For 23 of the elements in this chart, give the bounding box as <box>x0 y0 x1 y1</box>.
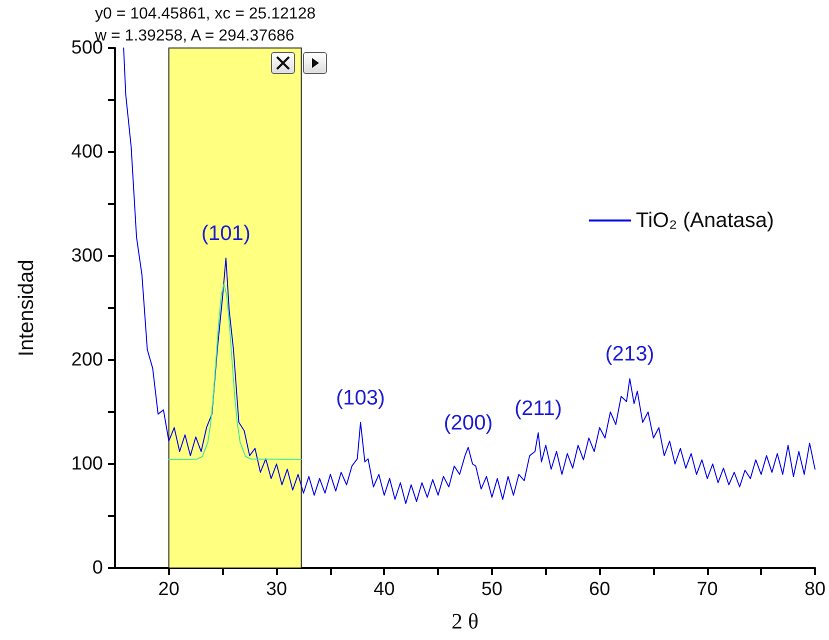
y-tick-label: 0 <box>92 558 103 578</box>
x-tick-label: 30 <box>266 579 288 600</box>
x-axis-title: 2 θ <box>451 608 479 634</box>
legend-label: TiO₂ (Anatasa) <box>636 209 774 232</box>
x-tick-label: 20 <box>158 579 180 600</box>
y-tick-label: 200 <box>71 350 103 370</box>
y-axis-title: Intensidad <box>15 260 38 356</box>
annotation: (213) <box>605 342 654 366</box>
y-tick-label: 100 <box>71 454 103 474</box>
annotation: (200) <box>444 411 493 434</box>
annotation: (101) <box>201 222 250 246</box>
x-tick-label: 50 <box>481 579 502 600</box>
x-tick-label: 40 <box>374 579 395 600</box>
line-series <box>168 283 302 460</box>
x-tick-label: 70 <box>696 579 718 600</box>
y-tick-label: 300 <box>71 246 103 266</box>
annotation: (103) <box>336 386 386 410</box>
line-series <box>123 48 816 504</box>
y-tick-label: 400 <box>71 142 103 162</box>
annotation: (211) <box>514 396 562 420</box>
x-tick-label: 80 <box>804 579 826 600</box>
text: y0 = 104.45861, xc = 25.12128 <box>95 6 316 22</box>
x-tick-label: 60 <box>589 579 610 600</box>
